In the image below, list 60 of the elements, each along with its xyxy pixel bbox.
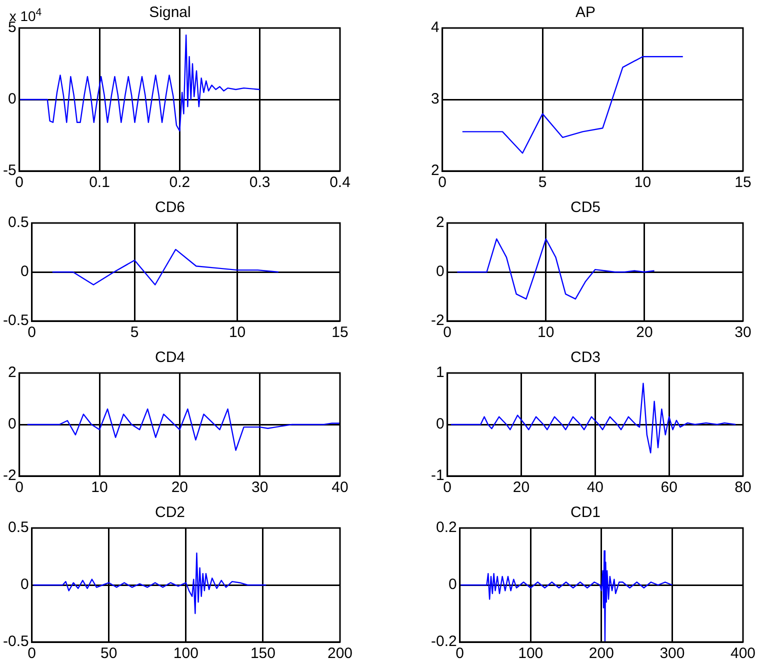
y-tick-label: 2 [436,214,444,232]
y-tick-label: 0 [20,576,29,594]
chart-title: CD3 [570,349,601,366]
y-tick-label: 0 [8,90,16,108]
x-tick-label: 20 [636,324,653,342]
chart-title: CD6 [154,199,186,216]
x-tick-label: 5 [130,324,139,342]
x-tick-label: 30 [734,324,752,342]
y-tick-label: 0 [20,263,29,280]
y-tick-label: -0.5 [2,633,29,650]
y-tick-label: -5 [2,162,16,180]
x-tick-label: 80 [734,479,752,496]
chart-title: CD5 [570,199,601,216]
y-tick-label: 1 [436,364,444,382]
x-tick-label: 300 [660,645,685,662]
y-tick-label: -2 [430,312,444,330]
x-tick-label: 60 [660,479,678,496]
chart-title: CD2 [154,504,186,522]
x-tick-label: 30 [251,479,268,496]
x-tick-label: 20 [171,479,188,496]
y-tick-label: 0 [8,416,16,433]
x-tick-label: 10 [228,324,246,342]
y-tick-label: 0 [436,416,444,433]
x-tick-label: 150 [250,645,276,662]
chart-title: Signal [149,4,191,22]
x-tick-label: 50 [100,645,118,662]
x-tick-label: 100 [518,645,544,662]
x-tick-label: 10 [538,324,554,342]
x-tick-label: 200 [327,645,353,662]
x-tick-label: 10 [634,174,652,192]
y-tick-label: -1 [430,467,444,484]
chart-title: CD4 [154,349,186,366]
y-tick-label: -0.5 [2,312,29,330]
x-tick-label: 40 [586,479,604,496]
y-tick-label: 3 [431,90,440,108]
y-tick-label: 0.5 [8,519,29,536]
x-tick-label: 15 [734,174,752,192]
chart-title: AP [575,4,596,22]
x-tick-label: 100 [173,645,198,662]
x-tick-label: 15 [332,324,348,342]
y-tick-label: -0.2 [430,633,457,650]
x-tick-label: 0.4 [330,174,350,192]
x-tick-label: 0.2 [169,174,190,192]
y-tick-label: 4 [431,19,440,36]
x-tick-label: 200 [588,645,614,662]
x-tick-label: 400 [730,645,756,662]
x-tick-label: 5 [538,174,547,192]
x-tick-label: 0.1 [89,174,110,192]
y-tick-label: 0 [448,576,457,594]
x-tick-label: 20 [512,479,530,496]
y-tick-label: 0.5 [8,214,29,232]
chart-title: CD1 [570,504,601,522]
y-tick-label: 2 [8,364,16,382]
y-tick-label: 0 [436,263,444,280]
x-tick-label: 40 [332,479,348,496]
y-tick-label: 2 [431,162,440,180]
y-tick-label: -2 [2,467,16,484]
x-tick-label: 0.3 [249,174,270,192]
y-tick-label: 0.2 [436,519,457,536]
x-tick-label: 10 [91,479,108,496]
